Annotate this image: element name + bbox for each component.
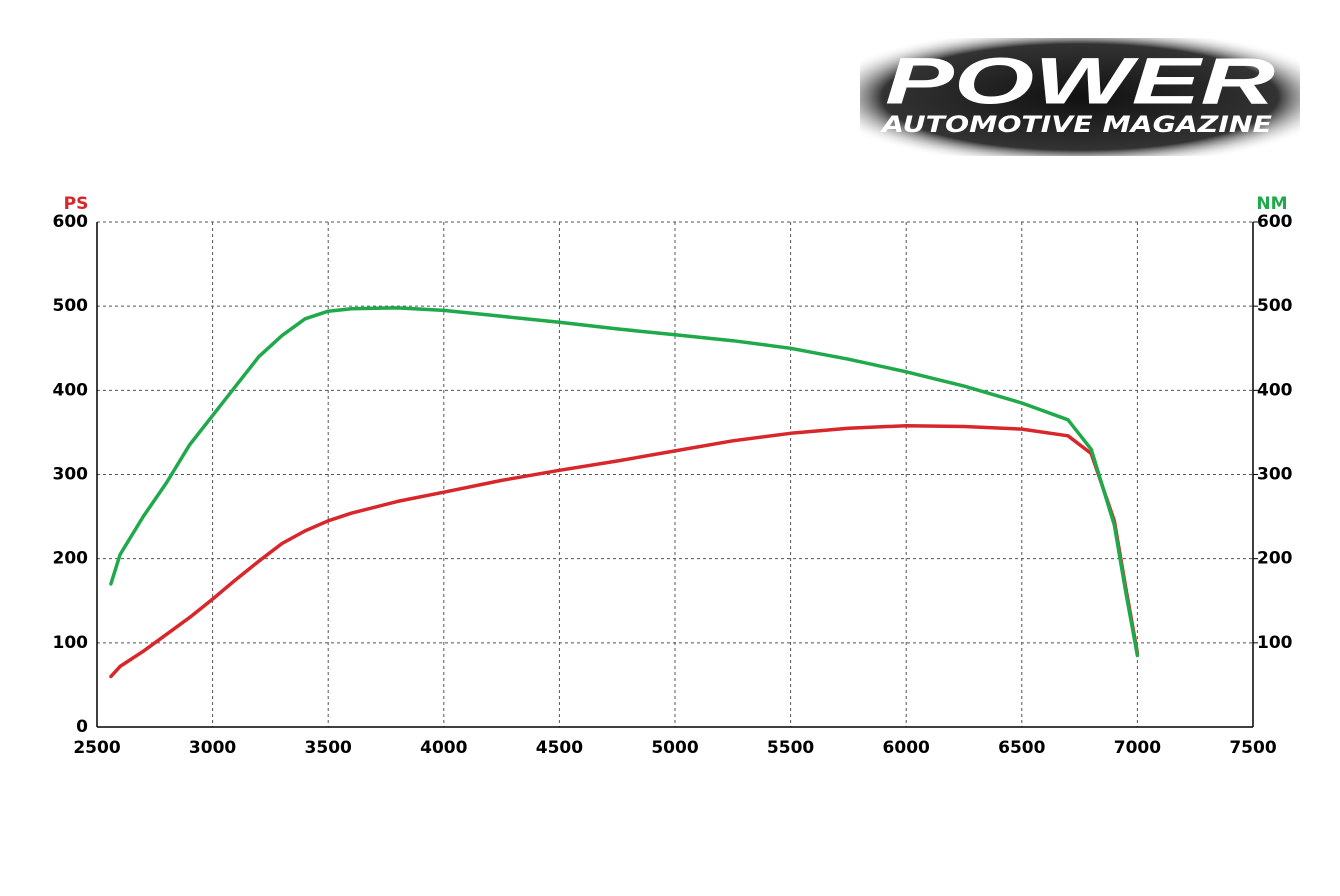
y-tick-label: 200 <box>53 549 89 569</box>
series-line <box>109 306 1140 658</box>
y2-tick-label: 600 <box>1257 212 1293 232</box>
y-tick-label: 300 <box>53 465 89 485</box>
y2-tick-label: 100 <box>1257 633 1293 653</box>
x-tick-label: 3000 <box>189 738 236 758</box>
logo-title: POWER <box>885 43 1276 117</box>
y-tick-label: 0 <box>76 717 88 737</box>
y2-tick-label: 500 <box>1257 296 1293 316</box>
y2-axis-title: NM <box>1256 194 1287 214</box>
y-tick-label: 600 <box>53 212 89 232</box>
x-tick-label: 6000 <box>883 738 930 758</box>
y2-tick-label: 300 <box>1257 465 1293 485</box>
x-tick-label: 7500 <box>1229 738 1276 758</box>
x-tick-label: 4500 <box>536 738 583 758</box>
x-tick-label: 7000 <box>1114 738 1161 758</box>
x-tick-label: 5500 <box>767 738 814 758</box>
y-tick-label: 400 <box>53 380 89 400</box>
logo-subtitle: AUTOMOTIVE MAGAZINE <box>879 113 1272 138</box>
y-tick-label: 500 <box>53 296 89 316</box>
x-tick-label: 3500 <box>305 738 352 758</box>
x-tick-label: 6500 <box>998 738 1045 758</box>
series-line <box>109 423 1140 679</box>
x-tick-label: 5000 <box>651 738 698 758</box>
y-tick-label: 100 <box>53 633 89 653</box>
y-axis-title: PS <box>64 194 89 214</box>
y2-tick-label: 400 <box>1257 380 1293 400</box>
y2-tick-label: 200 <box>1257 549 1293 569</box>
x-tick-label: 2500 <box>73 738 120 758</box>
x-tick-label: 4000 <box>420 738 467 758</box>
logo-background <box>860 38 1300 156</box>
